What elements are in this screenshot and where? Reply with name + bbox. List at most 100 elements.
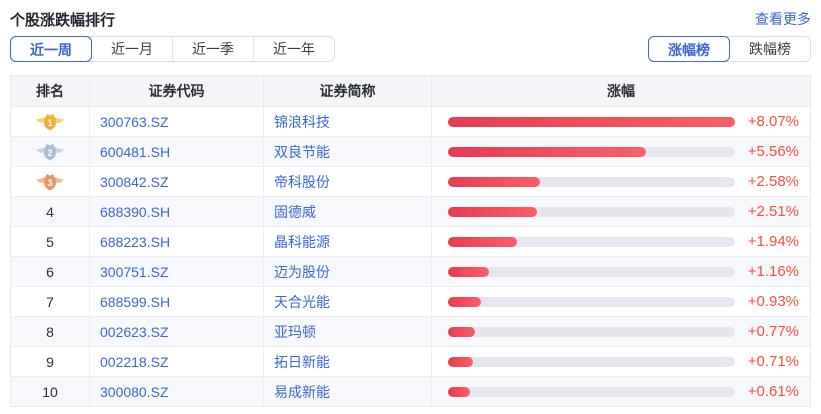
change-percent: +0.71% bbox=[747, 353, 799, 370]
change-bar-fill bbox=[448, 326, 476, 337]
change-cell: +2.58% bbox=[431, 167, 810, 196]
change-bar-fill bbox=[448, 176, 540, 187]
period-tab-group: 近一周 近一月 近一季 近一年 bbox=[10, 36, 335, 62]
medal-bronze-icon: 3 bbox=[36, 173, 64, 190]
view-more-link[interactable]: 查看更多 bbox=[755, 11, 811, 27]
change-percent: +1.94% bbox=[747, 233, 799, 250]
change-bar-track bbox=[448, 266, 735, 277]
period-tab-3[interactable]: 近一年 bbox=[253, 37, 334, 61]
stock-code-link[interactable]: 300080.SZ bbox=[89, 377, 263, 406]
change-bar-track bbox=[448, 386, 735, 397]
stock-code-link[interactable]: 688599.SH bbox=[89, 287, 263, 316]
rank-cell: 7 bbox=[46, 293, 54, 310]
change-bar-track bbox=[448, 326, 735, 337]
page-title: 个股涨跌幅排行 bbox=[10, 11, 116, 29]
table-row[interactable]: 2 600481.SH 双良节能 +5.56% bbox=[11, 136, 810, 166]
stock-name-link[interactable]: 易成新能 bbox=[263, 377, 431, 406]
period-tab-0[interactable]: 近一周 bbox=[10, 36, 92, 62]
change-percent: +8.07% bbox=[747, 113, 799, 130]
column-header-name: 证券简称 bbox=[263, 76, 431, 106]
change-bar-fill bbox=[448, 296, 482, 307]
stock-name-link[interactable]: 双良节能 bbox=[263, 137, 431, 166]
medal-silver-icon: 2 bbox=[36, 143, 64, 160]
table-row[interactable]: 7 688599.SH 天合光能 +0.93% bbox=[11, 286, 810, 316]
table-row[interactable]: 6 300751.SZ 迈为股份 +1.16% bbox=[11, 256, 810, 286]
change-percent: +1.16% bbox=[747, 263, 799, 280]
stock-name-link[interactable]: 帝科股份 bbox=[263, 167, 431, 196]
change-cell: +2.51% bbox=[431, 197, 810, 226]
period-tab-1[interactable]: 近一月 bbox=[91, 37, 172, 61]
svg-text:2: 2 bbox=[47, 147, 52, 157]
stock-name-link[interactable]: 亚玛顿 bbox=[263, 317, 431, 346]
stock-name-link[interactable]: 固德威 bbox=[263, 197, 431, 226]
svg-text:3: 3 bbox=[47, 177, 52, 187]
change-percent: +2.58% bbox=[747, 173, 799, 190]
change-cell: +8.07% bbox=[431, 107, 810, 136]
medal-gold-icon: 1 bbox=[36, 113, 64, 130]
table-row[interactable]: 8 002623.SZ 亚玛顿 +0.77% bbox=[11, 316, 810, 346]
stock-code-link[interactable]: 688223.SH bbox=[89, 227, 263, 256]
rank-cell: 10 bbox=[42, 383, 58, 400]
change-percent: +2.51% bbox=[747, 203, 799, 220]
table-body: 1 300763.SZ 锦浪科技 +8.07% 2 600481.SH 双良节能 +5.56%… bbox=[11, 106, 810, 406]
change-percent: +5.56% bbox=[747, 143, 799, 160]
change-bar-fill bbox=[448, 356, 474, 367]
stock-code-link[interactable]: 002218.SZ bbox=[89, 347, 263, 376]
stock-name-link[interactable]: 天合光能 bbox=[263, 287, 431, 316]
change-bar-track bbox=[448, 236, 735, 247]
rank-cell: 2 bbox=[11, 137, 89, 166]
change-percent: +0.61% bbox=[747, 383, 799, 400]
change-bar-fill bbox=[448, 206, 538, 217]
change-cell: +0.77% bbox=[431, 317, 810, 346]
panel-header: 个股涨跌幅排行 查看更多 bbox=[0, 0, 821, 29]
stock-name-link[interactable]: 晶科能源 bbox=[263, 227, 431, 256]
rank-cell: 8 bbox=[46, 323, 54, 340]
stock-code-link[interactable]: 300751.SZ bbox=[89, 257, 263, 286]
change-bar-track bbox=[448, 116, 735, 127]
change-cell: +0.61% bbox=[431, 377, 810, 406]
stock-name-link[interactable]: 锦浪科技 bbox=[263, 107, 431, 136]
table-row[interactable]: 9 002218.SZ 拓日新能 +0.71% bbox=[11, 346, 810, 376]
stock-name-link[interactable]: 拓日新能 bbox=[263, 347, 431, 376]
rank-cell: 4 bbox=[46, 203, 54, 220]
rank-cell: 9 bbox=[46, 353, 54, 370]
change-cell: +0.71% bbox=[431, 347, 810, 376]
stock-code-link[interactable]: 002623.SZ bbox=[89, 317, 263, 346]
change-cell: +1.94% bbox=[431, 227, 810, 256]
stock-code-link[interactable]: 688390.SH bbox=[89, 197, 263, 226]
table-row[interactable]: 5 688223.SH 晶科能源 +1.94% bbox=[11, 226, 810, 256]
change-bar-fill bbox=[448, 116, 735, 127]
table-row[interactable]: 10 300080.SZ 易成新能 +0.61% bbox=[11, 376, 810, 406]
board-tab-1[interactable]: 跌幅榜 bbox=[729, 37, 810, 61]
change-bar-track bbox=[448, 176, 735, 187]
stock-name-link[interactable]: 迈为股份 bbox=[263, 257, 431, 286]
controls-bar: 近一周 近一月 近一季 近一年 涨幅榜 跌幅榜 bbox=[0, 28, 821, 62]
change-bar-track bbox=[448, 146, 735, 157]
ranking-table: 排名 证券代码 证券简称 涨幅 1 300763.SZ 锦浪科技 +8.07% 2 600… bbox=[10, 75, 811, 407]
period-tab-2[interactable]: 近一季 bbox=[172, 37, 253, 61]
rank-cell: 1 bbox=[11, 107, 89, 136]
change-bar-fill bbox=[448, 236, 517, 247]
rank-cell: 5 bbox=[46, 233, 54, 250]
change-bar-track bbox=[448, 206, 735, 217]
table-row[interactable]: 1 300763.SZ 锦浪科技 +8.07% bbox=[11, 106, 810, 136]
change-bar-fill bbox=[448, 266, 490, 277]
board-tab-0[interactable]: 涨幅榜 bbox=[648, 36, 730, 62]
stock-code-link[interactable]: 300763.SZ bbox=[89, 107, 263, 136]
stock-code-link[interactable]: 600481.SH bbox=[89, 137, 263, 166]
rank-cell: 6 bbox=[46, 263, 54, 280]
table-row[interactable]: 4 688390.SH 固德威 +2.51% bbox=[11, 196, 810, 226]
change-percent: +0.93% bbox=[747, 293, 799, 310]
change-bar-fill bbox=[448, 386, 470, 397]
svg-text:1: 1 bbox=[47, 117, 52, 127]
change-percent: +0.77% bbox=[747, 323, 799, 340]
change-bar-track bbox=[448, 356, 735, 367]
column-header-rank: 排名 bbox=[36, 83, 64, 99]
board-tab-group: 涨幅榜 跌幅榜 bbox=[648, 36, 811, 62]
change-bar-track bbox=[448, 296, 735, 307]
table-row[interactable]: 3 300842.SZ 帝科股份 +2.58% bbox=[11, 166, 810, 196]
change-cell: +0.93% bbox=[431, 287, 810, 316]
stock-code-link[interactable]: 300842.SZ bbox=[89, 167, 263, 196]
table-header-row: 排名 证券代码 证券简称 涨幅 bbox=[11, 76, 810, 106]
